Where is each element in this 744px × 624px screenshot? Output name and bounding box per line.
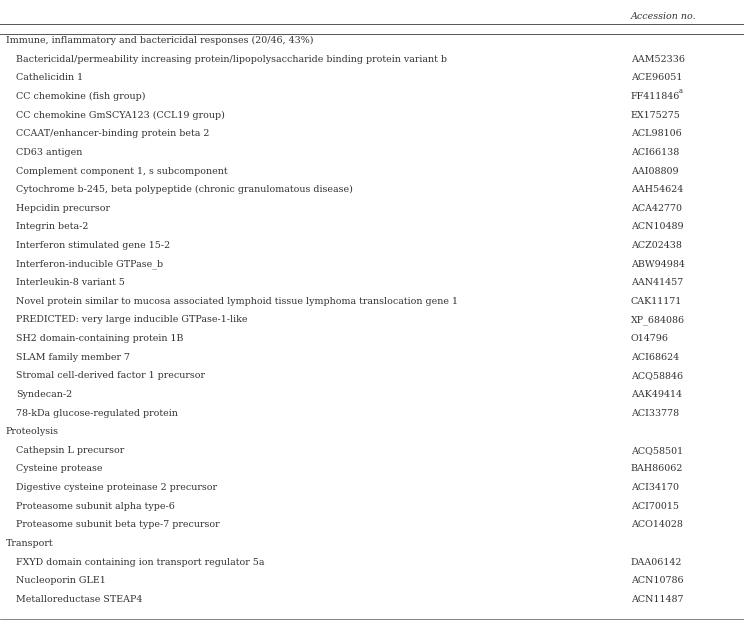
Text: Immune, inflammatory and bactericidal responses (20/46, 43%): Immune, inflammatory and bactericidal re…: [6, 36, 313, 46]
Text: ACO14028: ACO14028: [631, 520, 683, 529]
Text: FXYD domain containing ion transport regulator 5a: FXYD domain containing ion transport reg…: [16, 558, 265, 567]
Text: Digestive cysteine proteinase 2 precursor: Digestive cysteine proteinase 2 precurso…: [16, 483, 217, 492]
Text: CC chemokine GmSCYA123 (CCL19 group): CC chemokine GmSCYA123 (CCL19 group): [16, 110, 225, 120]
Text: SH2 domain-containing protein 1B: SH2 domain-containing protein 1B: [16, 334, 184, 343]
Text: Integrin beta-2: Integrin beta-2: [16, 222, 89, 232]
Text: CC chemokine (fish group): CC chemokine (fish group): [16, 92, 146, 101]
Text: O14796: O14796: [631, 334, 669, 343]
Text: Cytochrome b-245, beta polypeptide (chronic granulomatous disease): Cytochrome b-245, beta polypeptide (chro…: [16, 185, 353, 194]
Text: Nucleoporin GLE1: Nucleoporin GLE1: [16, 576, 106, 585]
Text: Bactericidal/permeability increasing protein/lipopolysaccharide binding protein : Bactericidal/permeability increasing pro…: [16, 55, 447, 64]
Text: ACN10786: ACN10786: [631, 576, 684, 585]
Text: Cathelicidin 1: Cathelicidin 1: [16, 74, 83, 82]
Text: Proteasome subunit beta type-7 precursor: Proteasome subunit beta type-7 precursor: [16, 520, 220, 529]
Text: ACN11487: ACN11487: [631, 595, 684, 604]
Text: ACQ58846: ACQ58846: [631, 371, 683, 381]
Text: Stromal cell-derived factor 1 precursor: Stromal cell-derived factor 1 precursor: [16, 371, 205, 381]
Text: Interleukin-8 variant 5: Interleukin-8 variant 5: [16, 278, 125, 287]
Text: ACI70015: ACI70015: [631, 502, 679, 510]
Text: ACN10489: ACN10489: [631, 222, 684, 232]
Text: CAK11171: CAK11171: [631, 297, 682, 306]
Text: ACI33778: ACI33778: [631, 409, 679, 417]
Text: BAH86062: BAH86062: [631, 464, 683, 474]
Text: ACZ02438: ACZ02438: [631, 241, 682, 250]
Text: ACA42770: ACA42770: [631, 204, 682, 213]
Text: 78-kDa glucose-regulated protein: 78-kDa glucose-regulated protein: [16, 409, 179, 417]
Text: Cysteine protease: Cysteine protease: [16, 464, 103, 474]
Text: Proteasome subunit alpha type-6: Proteasome subunit alpha type-6: [16, 502, 176, 510]
Text: Syndecan-2: Syndecan-2: [16, 390, 72, 399]
Text: PREDICTED: very large inducible GTPase-1-like: PREDICTED: very large inducible GTPase-1…: [16, 316, 248, 324]
Text: FF411846: FF411846: [631, 92, 680, 101]
Text: ACL98106: ACL98106: [631, 129, 682, 139]
Text: AAM52336: AAM52336: [631, 55, 685, 64]
Text: Interferon-inducible GTPase_b: Interferon-inducible GTPase_b: [16, 260, 164, 270]
Text: Metalloreductase STEAP4: Metalloreductase STEAP4: [16, 595, 143, 604]
Text: a: a: [679, 87, 682, 95]
Text: SLAM family member 7: SLAM family member 7: [16, 353, 130, 362]
Text: ACI66138: ACI66138: [631, 148, 679, 157]
Text: AAK49414: AAK49414: [631, 390, 682, 399]
Text: Hepcidin precursor: Hepcidin precursor: [16, 204, 110, 213]
Text: AAN41457: AAN41457: [631, 278, 683, 287]
Text: ACI34170: ACI34170: [631, 483, 679, 492]
Text: ACI68624: ACI68624: [631, 353, 679, 362]
Text: Cathepsin L precursor: Cathepsin L precursor: [16, 446, 124, 455]
Text: CCAAT/enhancer-binding protein beta 2: CCAAT/enhancer-binding protein beta 2: [16, 129, 210, 139]
Text: XP_684086: XP_684086: [631, 316, 685, 325]
Text: AAI08809: AAI08809: [631, 167, 679, 175]
Text: AAH54624: AAH54624: [631, 185, 683, 194]
Text: EX175275: EX175275: [631, 110, 681, 120]
Text: ACE96051: ACE96051: [631, 74, 682, 82]
Text: ABW94984: ABW94984: [631, 260, 684, 269]
Text: Novel protein similar to mucosa associated lymphoid tissue lymphoma translocatio: Novel protein similar to mucosa associat…: [16, 297, 458, 306]
Text: ACQ58501: ACQ58501: [631, 446, 683, 455]
Text: Interferon stimulated gene 15-2: Interferon stimulated gene 15-2: [16, 241, 170, 250]
Text: Proteolysis: Proteolysis: [6, 427, 59, 436]
Text: Complement component 1, s subcomponent: Complement component 1, s subcomponent: [16, 167, 228, 175]
Text: Accession no.: Accession no.: [631, 12, 696, 21]
Text: DAA06142: DAA06142: [631, 558, 682, 567]
Text: Transport: Transport: [6, 539, 54, 548]
Text: CD63 antigen: CD63 antigen: [16, 148, 83, 157]
